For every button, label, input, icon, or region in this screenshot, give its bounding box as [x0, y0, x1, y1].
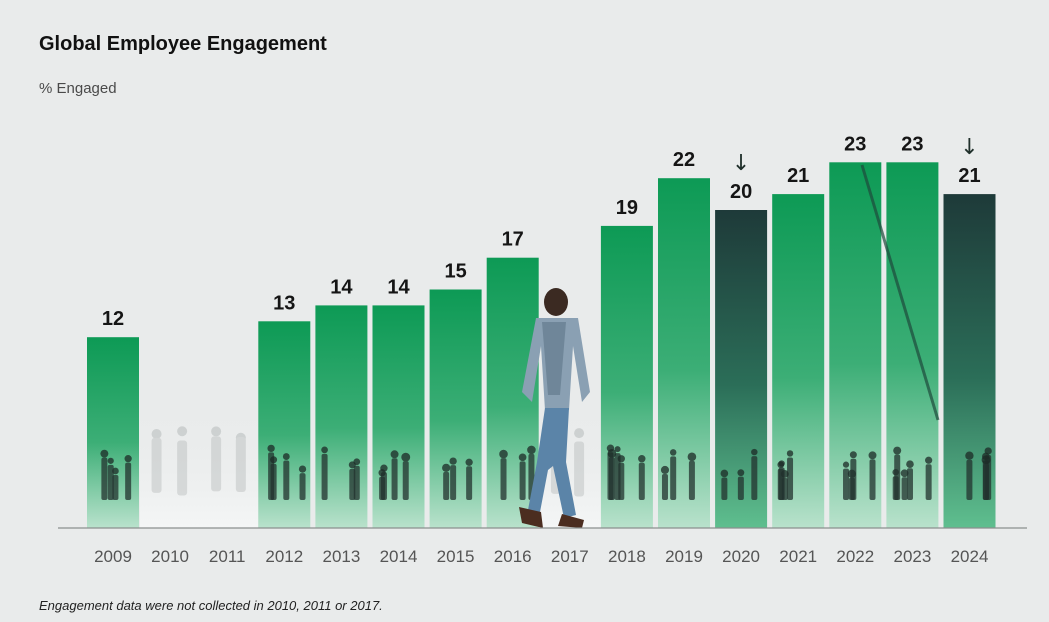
- crowd-figure: [465, 458, 473, 500]
- crowd-figure: [751, 448, 758, 500]
- crowd-figure: [965, 451, 974, 500]
- crowd-figure: [660, 465, 670, 500]
- crowd-figure: [151, 428, 162, 493]
- crowd-figure: [100, 449, 109, 500]
- background-mist: [140, 400, 258, 528]
- crowd-figure: [638, 455, 646, 500]
- bar-value-label-2018: 19: [616, 197, 638, 219]
- crowd-figure: [925, 456, 933, 500]
- crowd-figure: [321, 446, 328, 500]
- bar-value-label-2013: 14: [330, 276, 353, 298]
- crowd-figure: [442, 463, 451, 500]
- crowd-figure: [378, 469, 386, 500]
- x-tick-label-2022: 2022: [836, 547, 874, 566]
- walking-person-illustration: [519, 288, 590, 528]
- crowd-figure: [842, 461, 850, 500]
- bar-value-label-2023: 23: [901, 133, 923, 155]
- x-tick-label-2009: 2009: [94, 547, 132, 566]
- crowd-figure: [786, 450, 794, 500]
- crowd-figure: [124, 455, 132, 500]
- crowd-figure: [499, 449, 508, 500]
- x-tick-label-2024: 2024: [951, 547, 989, 566]
- down-arrow-icon: ↓: [732, 151, 750, 176]
- crowd-figure: [235, 432, 246, 492]
- x-tick-label-2018: 2018: [608, 547, 646, 566]
- crowd-figure: [737, 469, 745, 500]
- crowd-figure: [401, 452, 411, 500]
- bar-value-label-2009: 12: [102, 308, 124, 330]
- x-tick-label-2011: 2011: [209, 547, 246, 566]
- crowd-figure: [669, 449, 677, 500]
- decorative-streak: [860, 164, 940, 421]
- crowd-figure: [778, 460, 785, 500]
- bar-chart: 12 13 14 14 15 17 19 22 20 ↓ 21 23 23 21 ↓ 2009 2010 201…: [58, 133, 1027, 566]
- crowd-figure: [211, 426, 222, 492]
- crowd-figure: [868, 451, 877, 500]
- crowd-figure: [449, 457, 457, 500]
- bar-value-label-2012: 13: [273, 292, 295, 314]
- crowd-figure: [849, 451, 857, 500]
- crowd-figure: [981, 455, 991, 500]
- crowd-figure: [607, 449, 617, 500]
- x-tick-label-2019: 2019: [665, 547, 703, 566]
- bar-value-label-2020: 20: [730, 181, 752, 203]
- x-tick-label-2023: 2023: [893, 547, 931, 566]
- crowd-figure: [720, 469, 729, 500]
- bar-value-label-2015: 15: [444, 261, 466, 283]
- crowd-figure: [574, 428, 585, 497]
- bar-value-label-2024: 21: [958, 165, 980, 187]
- crowd-figure: [617, 455, 625, 500]
- crowd-figure: [177, 426, 188, 496]
- down-arrow-icon: ↓: [960, 135, 978, 160]
- footnote: Engagement data were not collected in 20…: [39, 598, 383, 613]
- crowd-figure: [298, 465, 307, 500]
- bar-value-label-2022: 23: [844, 133, 866, 155]
- crowd-figure: [900, 469, 909, 500]
- chart-title: Global Employee Engagement: [39, 33, 327, 55]
- y-axis-label: % Engaged: [39, 80, 117, 97]
- x-tick-label-2016: 2016: [494, 547, 532, 566]
- x-tick-label-2017: 2017: [551, 547, 589, 566]
- bar-value-label-2019: 22: [673, 149, 695, 171]
- crowd-figure: [893, 446, 902, 500]
- crowd-figure: [270, 456, 278, 500]
- crowd-figure: [112, 467, 119, 500]
- crowd-figure: [353, 458, 361, 500]
- bar-value-label-2021: 21: [787, 165, 809, 187]
- x-tick-label-2012: 2012: [265, 547, 303, 566]
- x-tick-label-2015: 2015: [437, 547, 475, 566]
- x-tick-label-2021: 2021: [779, 547, 817, 566]
- x-tick-label-2020: 2020: [722, 547, 760, 566]
- bar-value-label-2014: 14: [387, 276, 410, 298]
- x-tick-label-2013: 2013: [322, 547, 360, 566]
- x-tick-label-2010: 2010: [151, 547, 189, 566]
- x-tick-label-2014: 2014: [380, 547, 418, 566]
- crowd-figure: [107, 457, 114, 500]
- crowd-figure: [906, 460, 914, 500]
- crowd-figure: [282, 453, 290, 500]
- crowd-figure: [518, 453, 527, 500]
- crowd-figure: [687, 452, 697, 500]
- bar-value-label-2016: 17: [502, 229, 524, 251]
- crowd-figure: [390, 450, 399, 500]
